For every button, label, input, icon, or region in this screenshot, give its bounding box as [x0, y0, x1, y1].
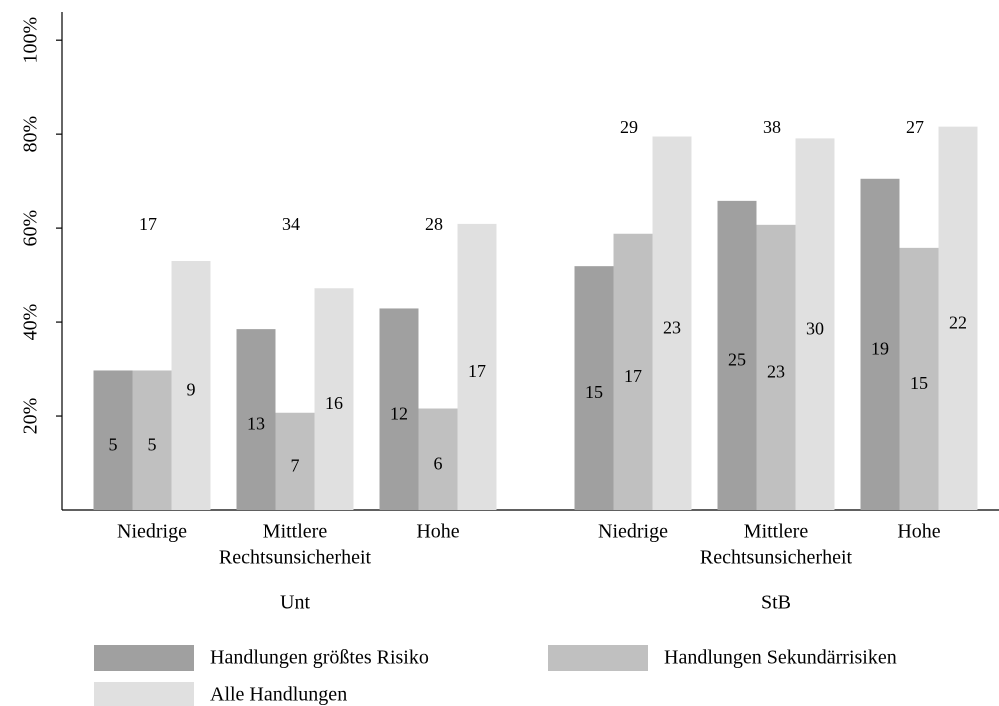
- x-axis-label: Rechtsunsicherheit: [219, 547, 372, 569]
- bar: [795, 138, 835, 510]
- y-tick-label: 60%: [20, 210, 42, 247]
- bar: [314, 288, 354, 510]
- count-label: 5: [109, 434, 118, 454]
- legend-swatch: [94, 645, 194, 671]
- count-label: 12: [390, 403, 408, 423]
- count-label: 30: [806, 318, 824, 338]
- count-label: 5: [148, 434, 157, 454]
- count-label: 7: [291, 455, 300, 475]
- y-tick-label: 100%: [20, 17, 42, 64]
- count-label: 13: [247, 414, 265, 434]
- y-tick-label: 20%: [20, 398, 42, 435]
- bar: [613, 233, 653, 510]
- legend-label: Alle Handlungen: [210, 684, 347, 706]
- total-label: 28: [425, 214, 443, 234]
- legend-swatch: [548, 645, 648, 671]
- bar: [93, 370, 133, 510]
- x-tick-label: Niedrige: [117, 521, 187, 543]
- bar: [860, 178, 900, 510]
- total-label: 17: [139, 214, 157, 234]
- count-label: 19: [871, 339, 889, 359]
- bar: [652, 136, 692, 510]
- bar: [418, 408, 458, 510]
- bar: [132, 370, 172, 510]
- bar: [457, 223, 497, 511]
- count-label: 15: [585, 382, 603, 402]
- x-axis-label: Rechtsunsicherheit: [700, 547, 853, 569]
- bar: [938, 126, 978, 510]
- total-label: 34: [282, 214, 300, 234]
- x-tick-label: Hohe: [416, 521, 459, 543]
- count-label: 17: [468, 361, 486, 381]
- total-label: 29: [620, 117, 638, 137]
- count-label: 17: [624, 366, 642, 386]
- count-label: 9: [187, 380, 196, 400]
- legend-label: Handlungen Sekundärrisiken: [664, 647, 897, 669]
- total-label: 38: [763, 117, 781, 137]
- count-label: 23: [663, 317, 681, 337]
- y-tick-label: 80%: [20, 116, 42, 153]
- panel-title: Unt: [280, 592, 310, 614]
- count-label: 25: [728, 350, 746, 370]
- panel-title: StB: [761, 592, 791, 614]
- x-tick-label: Hohe: [897, 521, 940, 543]
- count-label: 16: [325, 393, 343, 413]
- count-label: 6: [434, 453, 443, 473]
- bar: [236, 329, 276, 510]
- bar: [379, 308, 419, 510]
- bar: [574, 266, 614, 510]
- x-tick-label: Mittlere: [263, 521, 328, 543]
- total-label: 27: [906, 117, 924, 137]
- x-tick-label: Niedrige: [598, 521, 668, 543]
- legend-label: Handlungen größtes Risiko: [210, 647, 429, 669]
- legend-swatch: [94, 682, 194, 706]
- count-label: 23: [767, 362, 785, 382]
- count-label: 15: [910, 373, 928, 393]
- bar: [275, 412, 315, 510]
- bar: [171, 261, 211, 510]
- x-tick-label: Mittlere: [744, 521, 809, 543]
- y-tick-label: 40%: [20, 304, 42, 341]
- count-label: 22: [949, 312, 967, 332]
- bar: [756, 224, 796, 510]
- bar: [899, 247, 939, 510]
- bar: [717, 200, 757, 511]
